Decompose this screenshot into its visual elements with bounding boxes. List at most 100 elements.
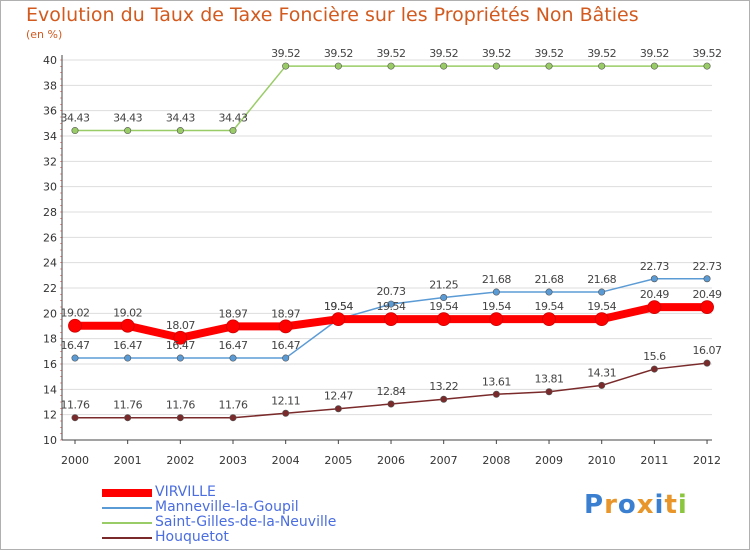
data-label-virville: 20.49 xyxy=(640,288,669,301)
data-point-saint-gilles-de-la-neuville xyxy=(176,127,184,135)
legend-label-virville: VIRVILLE xyxy=(155,484,216,500)
data-label-houquetot: 13.22 xyxy=(429,380,458,393)
data-label-houquetot: 15.6 xyxy=(643,350,666,363)
data-label-virville: 19.54 xyxy=(429,300,458,313)
logo-letter: r xyxy=(604,490,618,520)
legend-item-manneville[interactable]: Manneville-la-Goupil xyxy=(102,500,336,515)
legend-item-houquetot[interactable]: Houquetot xyxy=(102,530,336,545)
x-tick-label-2011: 2011 xyxy=(640,454,668,467)
legend-swatch-houquetot xyxy=(102,536,152,539)
data-label-manneville-la-goupil: 19.54 xyxy=(324,300,353,313)
data-point-manneville-la-goupil xyxy=(440,293,448,301)
y-tick-label-34: 34 xyxy=(43,130,57,143)
data-label-virville: 19.54 xyxy=(587,300,616,313)
data-label-virville: 19.02 xyxy=(61,307,90,320)
data-point-virville xyxy=(647,300,662,315)
data-label-saint-gilles-de-la-neuville: 34.43 xyxy=(113,112,142,125)
data-point-virville xyxy=(594,312,609,327)
data-point-saint-gilles-de-la-neuville xyxy=(650,62,658,70)
data-label-virville: 19.54 xyxy=(535,300,564,313)
data-point-virville xyxy=(489,312,504,327)
chart-subtitle: (en %) xyxy=(26,28,63,41)
data-point-saint-gilles-de-la-neuville xyxy=(545,62,553,70)
y-tick-label-30: 30 xyxy=(43,181,57,194)
data-point-virville xyxy=(120,318,135,333)
data-label-manneville-la-goupil: 16.47 xyxy=(166,339,195,352)
data-label-saint-gilles-de-la-neuville: 39.52 xyxy=(693,47,722,60)
x-tick-label-2002: 2002 xyxy=(166,454,194,467)
data-label-manneville-la-goupil: 16.47 xyxy=(219,339,248,352)
x-tick-label-2010: 2010 xyxy=(588,454,616,467)
x-tick-label-2007: 2007 xyxy=(430,454,458,467)
data-point-virville xyxy=(68,318,82,333)
x-tick-label-2003: 2003 xyxy=(219,454,247,467)
data-point-saint-gilles-de-la-neuville xyxy=(598,62,606,70)
data-label-houquetot: 11.76 xyxy=(113,399,142,412)
y-tick-label-22: 22 xyxy=(43,282,57,295)
data-point-houquetot xyxy=(703,359,711,367)
data-point-houquetot xyxy=(387,400,395,408)
x-tick-label-2005: 2005 xyxy=(324,454,352,467)
data-point-houquetot xyxy=(545,388,553,396)
data-label-saint-gilles-de-la-neuville: 34.43 xyxy=(219,112,248,125)
legend-item-virville[interactable]: VIRVILLE xyxy=(102,485,336,500)
y-tick-label-10: 10 xyxy=(43,434,57,447)
x-tick-label-2008: 2008 xyxy=(482,454,510,467)
logo-letter: x xyxy=(636,490,655,520)
proxiti-logo: Proxiti xyxy=(584,490,688,520)
data-label-saint-gilles-de-la-neuville: 39.52 xyxy=(429,47,458,60)
x-tick-label-2001: 2001 xyxy=(114,454,142,467)
data-label-virville: 19.54 xyxy=(324,300,353,313)
data-point-manneville-la-goupil xyxy=(492,288,500,296)
data-point-saint-gilles-de-la-neuville xyxy=(703,62,711,70)
logo-letter: o xyxy=(617,490,637,520)
data-point-virville xyxy=(700,300,714,315)
y-tick-label-20: 20 xyxy=(43,307,57,320)
legend-swatch-manneville xyxy=(102,506,152,509)
x-tick-label-2000: 2000 xyxy=(61,454,89,467)
data-label-manneville-la-goupil: 21.68 xyxy=(535,273,564,286)
data-label-houquetot: 11.76 xyxy=(61,399,90,412)
data-label-saint-gilles-de-la-neuville: 39.52 xyxy=(324,47,353,60)
data-point-saint-gilles-de-la-neuville xyxy=(387,62,395,70)
data-label-virville: 19.02 xyxy=(113,307,142,320)
data-point-houquetot xyxy=(598,381,606,389)
data-label-virville: 18.97 xyxy=(271,307,300,320)
legend: VIRVILLE Manneville-la-Goupil Saint-Gill… xyxy=(102,485,336,545)
data-point-manneville-la-goupil xyxy=(71,354,79,362)
data-point-saint-gilles-de-la-neuville xyxy=(124,127,132,135)
data-label-manneville-la-goupil: 21.25 xyxy=(429,279,458,292)
data-label-houquetot: 13.61 xyxy=(482,375,511,388)
data-label-virville: 20.49 xyxy=(693,288,722,301)
data-label-houquetot: 13.81 xyxy=(535,373,564,386)
y-tick-label-28: 28 xyxy=(43,206,57,219)
x-tick-label-2009: 2009 xyxy=(535,454,563,467)
data-point-virville xyxy=(384,312,398,327)
data-point-manneville-la-goupil xyxy=(703,275,711,283)
y-tick-label-14: 14 xyxy=(43,383,57,396)
data-label-virville: 19.54 xyxy=(482,300,511,313)
data-point-virville xyxy=(436,312,451,327)
y-tick-label-12: 12 xyxy=(43,409,57,422)
data-point-houquetot xyxy=(282,409,290,417)
data-point-houquetot xyxy=(492,390,500,398)
data-point-manneville-la-goupil xyxy=(229,354,237,362)
legend-item-saint-gilles[interactable]: Saint-Gilles-de-la-Neuville xyxy=(102,515,336,530)
data-point-saint-gilles-de-la-neuville xyxy=(440,62,448,70)
logo-letter: P xyxy=(584,490,605,520)
data-label-virville: 18.97 xyxy=(219,307,248,320)
data-label-saint-gilles-de-la-neuville: 39.52 xyxy=(377,47,406,60)
logo-letter: i xyxy=(677,490,688,520)
data-label-houquetot: 16.07 xyxy=(693,344,722,357)
data-label-manneville-la-goupil: 21.68 xyxy=(587,273,616,286)
data-point-saint-gilles-de-la-neuville xyxy=(229,127,237,135)
data-label-saint-gilles-de-la-neuville: 39.52 xyxy=(640,47,669,60)
data-point-manneville-la-goupil xyxy=(545,288,553,296)
data-label-saint-gilles-de-la-neuville: 39.52 xyxy=(482,47,511,60)
data-point-virville xyxy=(226,319,240,334)
data-label-saint-gilles-de-la-neuville: 39.52 xyxy=(535,47,564,60)
data-label-saint-gilles-de-la-neuville: 39.52 xyxy=(271,47,300,60)
